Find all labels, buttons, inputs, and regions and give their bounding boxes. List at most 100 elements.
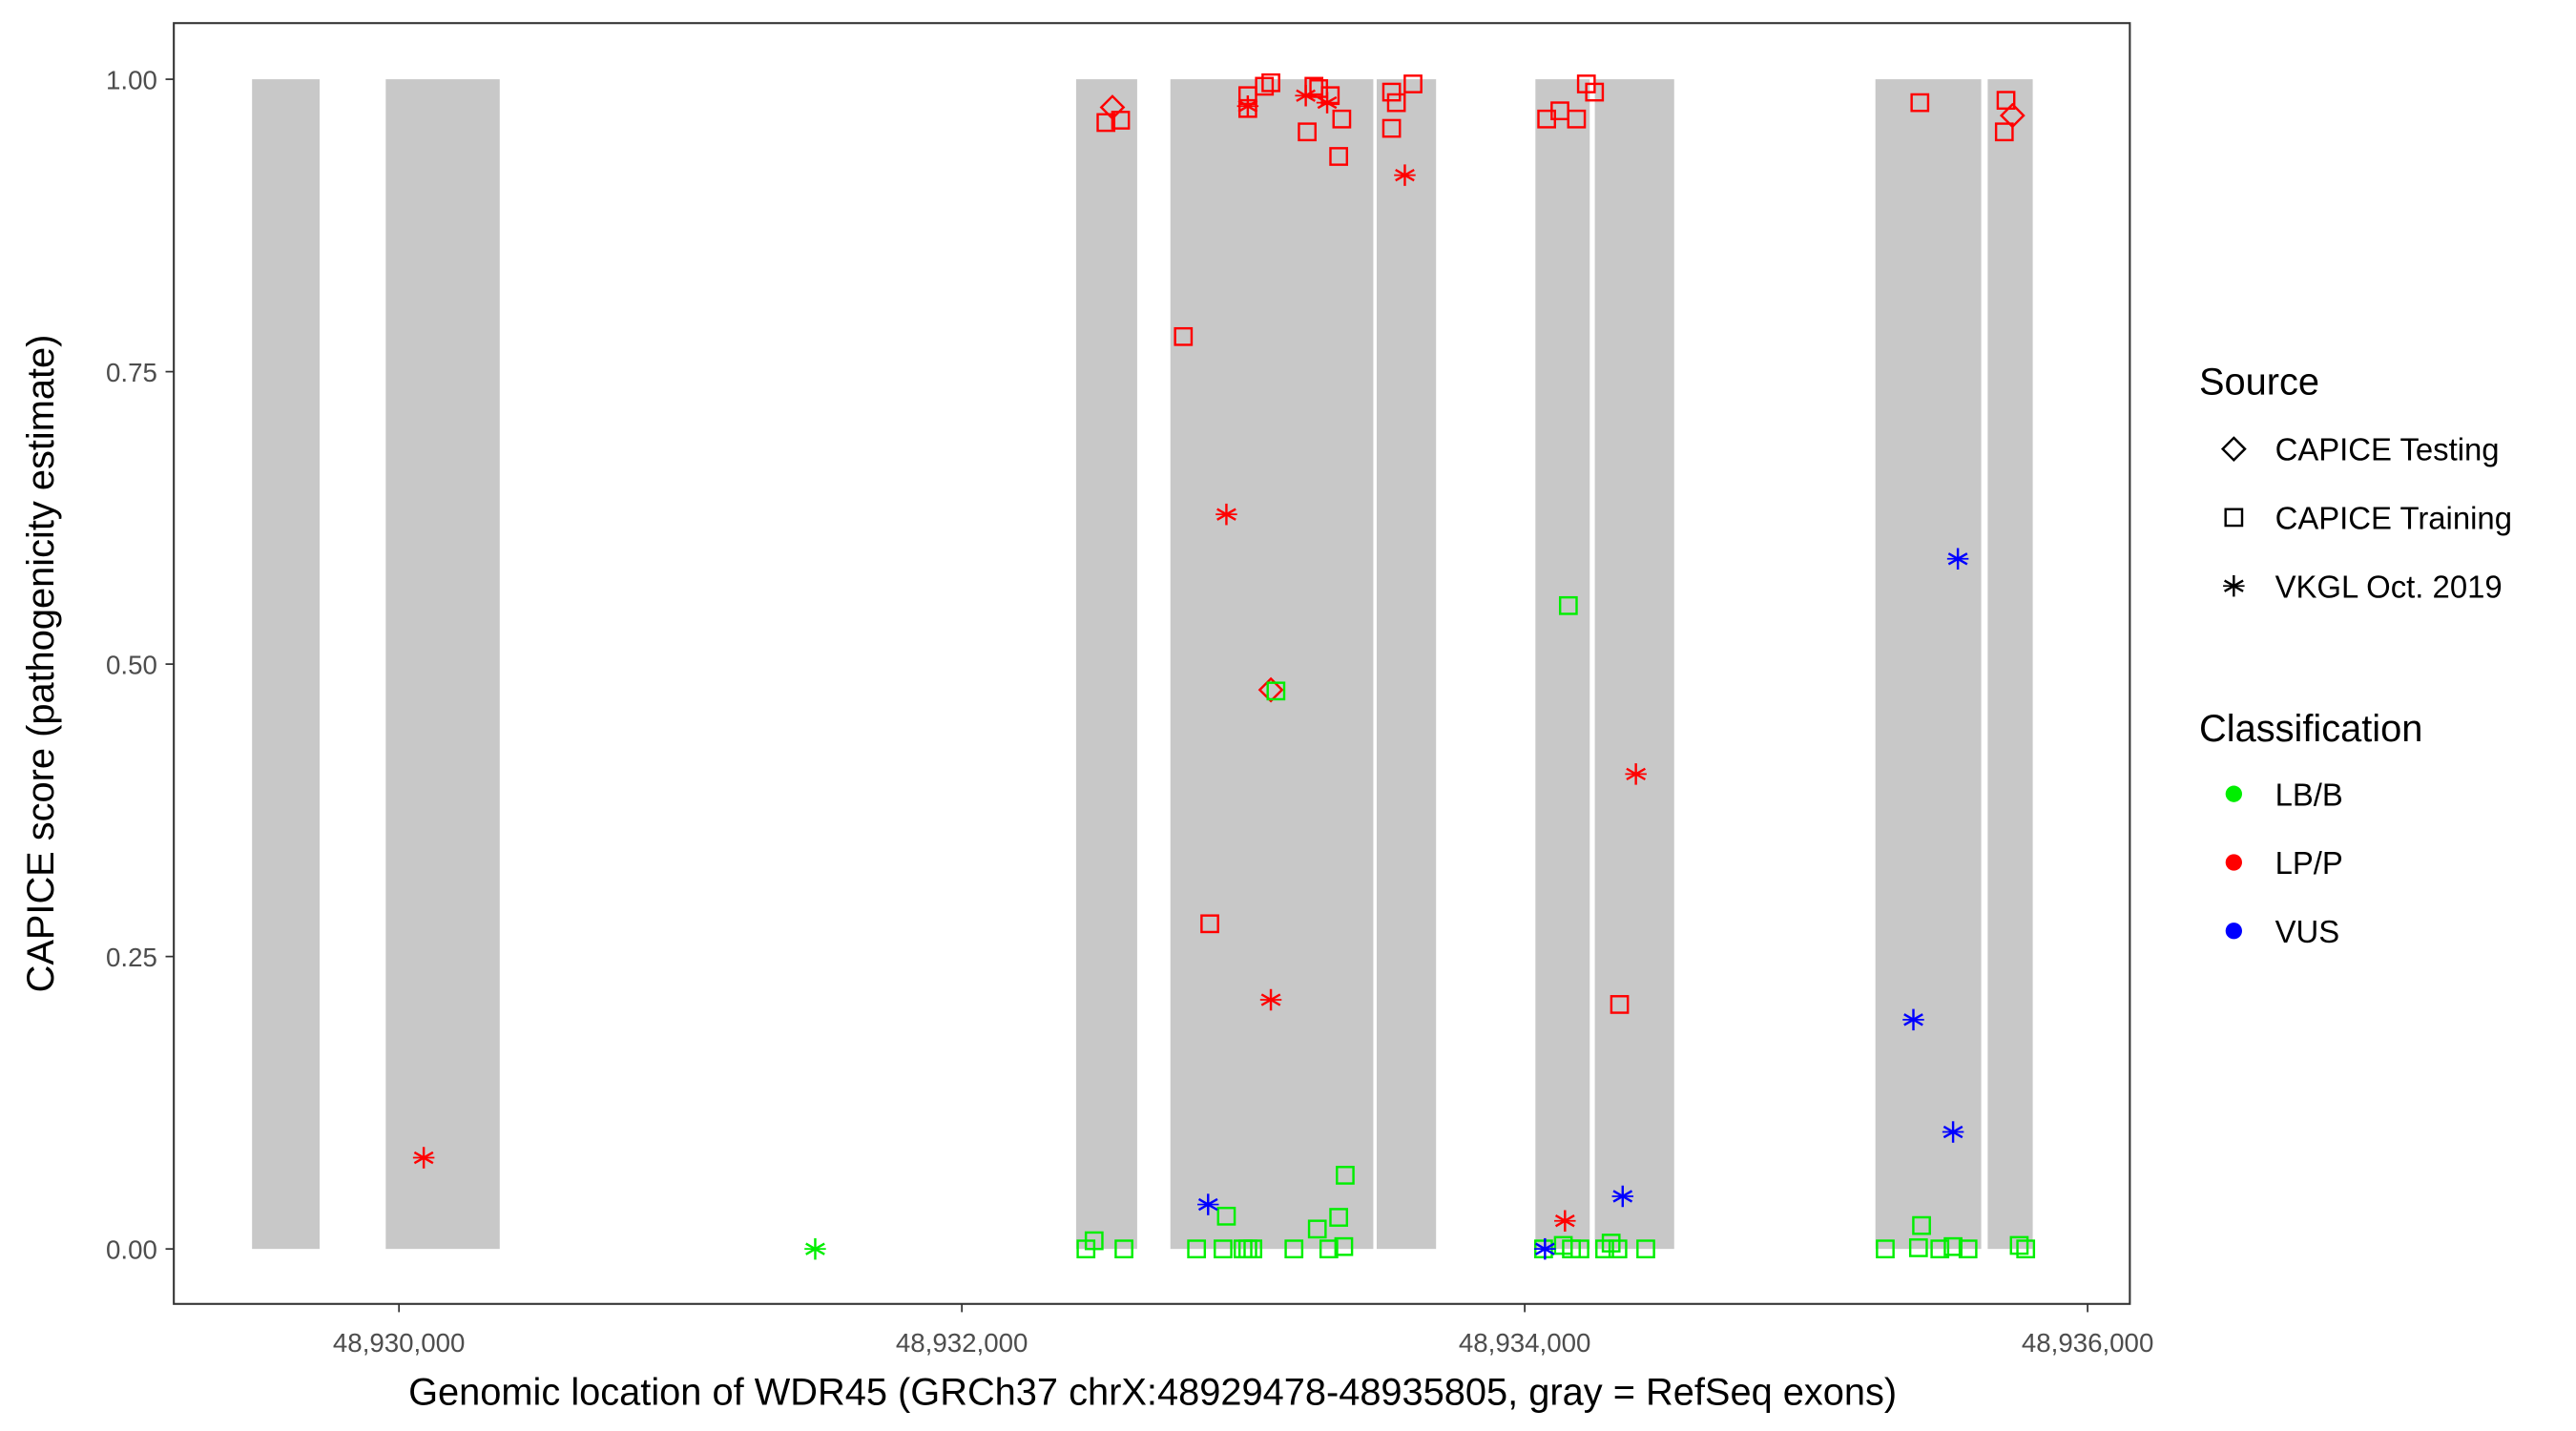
x-tick-label: 48,934,000: [1459, 1328, 1591, 1358]
data-point-square-lbb: [2016, 1239, 2036, 1259]
data-point-square-lpp: [1386, 93, 1406, 113]
legend-item-diamond: CAPICE Testing: [2220, 432, 2500, 467]
data-point-square-lbb: [1601, 1234, 1621, 1253]
data-point-square-lpp: [1320, 86, 1340, 106]
data-point-asterisk-lpp: [1215, 503, 1237, 526]
exon-band: [1987, 79, 2033, 1250]
data-point-square-lpp: [1403, 74, 1423, 93]
x-axis: 48,930,000 48,932,000 48,934,000 48,936,000: [333, 1303, 2154, 1358]
legend-label: LP/P: [2275, 845, 2343, 881]
legend-item-asterisk: VKGL Oct. 2019: [2223, 569, 2503, 604]
data-points: [412, 73, 2036, 1260]
exon-bands: [252, 79, 2033, 1250]
x-tick-label: 48,932,000: [896, 1328, 1028, 1358]
exon-band: [1875, 79, 1982, 1250]
data-point-asterisk-vus: [1611, 1185, 1634, 1208]
legend-label: VUS: [2275, 914, 2340, 949]
panel-background: [174, 23, 2130, 1304]
data-point-square-lbb: [1307, 1219, 1327, 1239]
data-point-square-lbb: [1334, 1236, 1354, 1256]
data-point-square-lbb: [1943, 1236, 1963, 1256]
data-point-asterisk-lpp: [1554, 1210, 1576, 1232]
data-point-square-lpp: [1910, 93, 1930, 113]
exon-band: [1376, 79, 1437, 1250]
legend-item-lbb: LB/B: [2225, 777, 2343, 812]
legend-label: CAPICE Training: [2275, 500, 2512, 535]
exon-band: [385, 79, 500, 1250]
legend: Source CAPICE Testing CAPICE Training VKGL…: [2199, 361, 2512, 948]
data-point-square-lbb: [1216, 1206, 1236, 1226]
data-point-square-lbb: [1084, 1231, 1104, 1251]
data-point-square-lbb: [1214, 1239, 1233, 1259]
data-point-square-lpp: [1237, 98, 1257, 118]
data-point-square-lpp: [1111, 111, 1131, 130]
exon-band: [1075, 79, 1137, 1250]
data-point-square-lbb: [1558, 595, 1578, 615]
data-point-asterisk-vus: [1534, 1237, 1556, 1260]
data-point-asterisk-lpp: [1394, 164, 1416, 186]
data-point-asterisk-vus: [1942, 1121, 1964, 1143]
legend-class-title: Classification: [2199, 708, 2422, 750]
data-point-square-lbb: [1930, 1239, 1950, 1259]
data-point-asterisk-lpp: [1625, 763, 1647, 785]
exon-band: [1170, 79, 1374, 1250]
legend-label: VKGL Oct. 2019: [2275, 569, 2503, 604]
data-point-square-lpp: [1309, 79, 1329, 98]
data-point-square-lpp: [1174, 326, 1194, 346]
y-axis: 0.00 0.25 0.50 0.75 1.00: [106, 65, 175, 1265]
data-point-square-lbb: [1336, 1166, 1355, 1185]
y-tick-label: 0.50: [106, 650, 157, 679]
data-point-diamond-lpp: [1257, 676, 1284, 703]
data-point-square-lbb: [1187, 1239, 1207, 1259]
data-point-square-lbb: [1908, 1238, 1928, 1257]
data-point-square-lbb: [1329, 1208, 1349, 1227]
y-axis-title: CAPICE score (pathogenicity estimate): [20, 335, 62, 993]
data-point-square-lbb: [1958, 1239, 1978, 1259]
data-point-asterisk-lpp: [412, 1147, 435, 1169]
data-point-square-lpp: [1332, 109, 1352, 129]
x-tick-label: 48,936,000: [2022, 1328, 2154, 1358]
data-point-square-lbb: [2009, 1235, 2029, 1255]
data-point-square-lbb: [1912, 1215, 1931, 1235]
data-point-square-lbb: [1284, 1239, 1304, 1259]
data-point-square-lbb: [1595, 1239, 1614, 1259]
legend-item-lpp: LP/P: [2225, 845, 2343, 881]
data-point-asterisk-vus: [1902, 1008, 1924, 1031]
exon-band: [252, 79, 320, 1250]
data-point-square-lpp: [1261, 73, 1280, 93]
y-tick-label: 0.25: [106, 943, 157, 972]
data-point-asterisk-vus: [1946, 548, 1969, 570]
y-tick-label: 0.75: [106, 358, 157, 387]
exon-band: [1535, 79, 1590, 1250]
data-point-square-lpp: [1567, 109, 1587, 129]
data-point-square-lpp: [1996, 91, 2016, 111]
data-point-square-lpp: [1610, 995, 1630, 1014]
exon-band: [1594, 79, 1674, 1250]
legend-item-vus: VUS: [2225, 914, 2340, 949]
data-point-square-lbb: [1636, 1239, 1655, 1259]
data-point-square-lpp: [1255, 76, 1275, 96]
data-point-square-lpp: [1381, 82, 1402, 102]
legend-item-square: CAPICE Training: [2224, 500, 2512, 535]
x-axis-title: Genomic location of WDR45 (GRCh37 chrX:4…: [408, 1371, 1897, 1413]
data-point-square-lbb: [1266, 681, 1286, 701]
data-point-asterisk-lpp: [1259, 988, 1282, 1011]
data-point-square-lbb: [1570, 1239, 1589, 1259]
data-point-square-lpp: [1381, 118, 1402, 138]
data-point-square-lbb: [1243, 1239, 1263, 1259]
data-point-asterisk-vus: [1197, 1193, 1219, 1215]
data-point-square-lpp: [1200, 914, 1219, 934]
y-tick-label: 0.00: [106, 1235, 157, 1265]
x-tick-label: 48,930,000: [333, 1328, 466, 1358]
data-point-square-lpp: [1329, 147, 1349, 166]
data-point-square-lpp: [1298, 122, 1317, 142]
legend-label: CAPICE Testing: [2275, 432, 2500, 467]
data-point-square-lpp: [1096, 113, 1116, 133]
data-point-square-lpp: [1994, 122, 2014, 142]
data-point-square-lbb: [1876, 1239, 1895, 1259]
data-point-square-lpp: [1585, 82, 1605, 102]
data-point-square-lbb: [1608, 1239, 1628, 1259]
data-point-square-lbb: [1114, 1239, 1133, 1259]
y-tick-label: 1.00: [106, 65, 157, 94]
